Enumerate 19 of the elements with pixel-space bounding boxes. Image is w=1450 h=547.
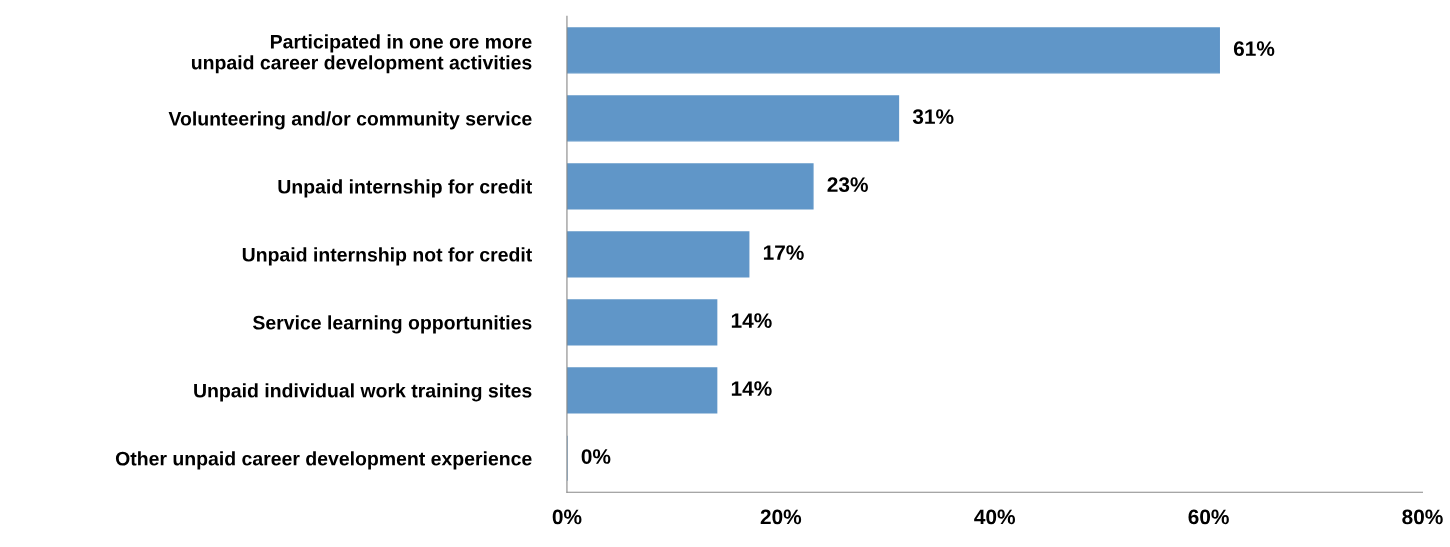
data-label: 14% xyxy=(731,313,772,328)
y-tick-label: Unpaid internship not for credit xyxy=(242,247,533,266)
x-tick-label: 40% xyxy=(974,509,1015,525)
x-tick-label: 80% xyxy=(1402,509,1443,525)
x-tick-label: 20% xyxy=(760,509,802,525)
data-label: 17% xyxy=(763,245,804,260)
y-tick-label: Unpaid internship for credit xyxy=(278,179,533,198)
data-label: 23% xyxy=(827,177,868,192)
data-label: 61% xyxy=(1233,41,1275,56)
data-label: 0% xyxy=(581,449,611,464)
data-label: 14% xyxy=(731,381,772,396)
y-tick-label: Unpaid individual work training sites xyxy=(194,383,532,402)
data-label: 31% xyxy=(912,109,954,125)
x-tick-label: 0% xyxy=(552,509,582,525)
y-tick-label: Volunteering and/or community service xyxy=(168,111,532,130)
y-tick-label: Service learning opportunities xyxy=(252,315,532,334)
x-tick-label: 60% xyxy=(1188,509,1229,525)
y-tick-label: Participated in one ore more unpaid career development activities xyxy=(191,34,532,74)
y-tick-label: Other unpaid career development experience xyxy=(115,451,532,470)
